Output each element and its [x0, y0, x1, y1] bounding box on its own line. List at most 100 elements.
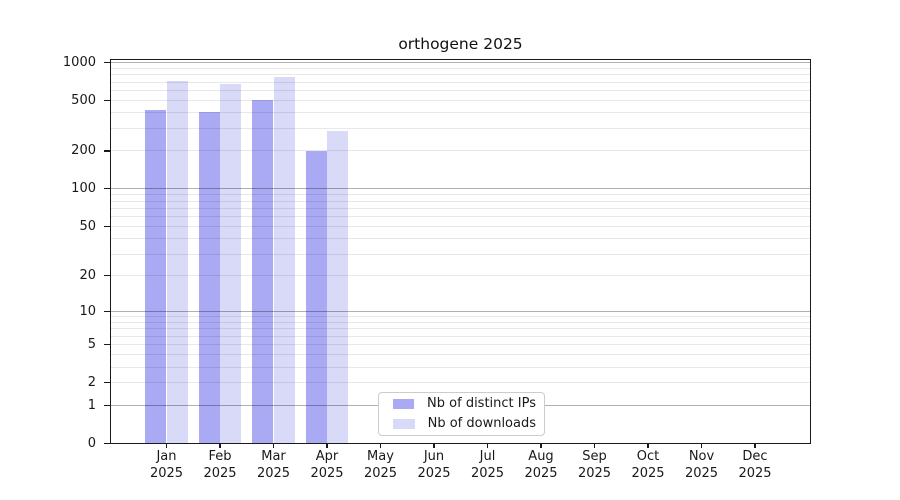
y-tick-label: 10 — [79, 303, 96, 319]
x-tick-label-month: Nov — [688, 449, 715, 464]
x-tick-label-month: Aug — [528, 449, 554, 464]
gridline-minor — [110, 67, 811, 69]
gridline-minor — [110, 315, 811, 317]
gridline-minor — [110, 275, 811, 277]
gridline-minor — [110, 328, 811, 330]
x-tick-label-month: Oct — [636, 449, 660, 464]
gridline-minor — [110, 226, 811, 228]
y-tick — [104, 310, 110, 312]
gridline-minor — [110, 216, 811, 218]
x-tick-label-year: 2025 — [149, 466, 184, 481]
x-tick-label-month: Sep — [582, 449, 607, 464]
x-tick-label-month: Mar — [261, 449, 286, 464]
bar-distinct-ips — [145, 110, 167, 444]
x-tick — [700, 443, 703, 448]
x-tick-label-year: 2025 — [684, 466, 719, 481]
x-tick — [754, 443, 756, 448]
bar-distinct-ips — [305, 150, 327, 444]
gridline-minor — [110, 100, 811, 102]
y-tick — [104, 225, 110, 228]
y-tick-label: 500 — [71, 93, 96, 109]
y-tick-label: 1 — [87, 397, 96, 413]
x-tick — [379, 443, 382, 448]
y-tick — [104, 442, 110, 445]
gridline-minor — [110, 150, 811, 152]
x-tick-label-year: 2025 — [256, 466, 291, 481]
y-tick — [104, 188, 110, 190]
y-tick-label: 0 — [87, 436, 96, 451]
legend-label-distinct-ips: Nb of distinct IPs — [427, 396, 536, 412]
gridline-minor — [110, 194, 811, 196]
bar-downloads — [327, 131, 349, 444]
x-tick-label: Jan 2025 — [135, 448, 199, 482]
x-tick — [272, 443, 275, 448]
x-tick-label-month: Jul — [479, 449, 496, 464]
gridline-minor — [110, 354, 811, 356]
x-tick-label-year: 2025 — [310, 466, 344, 481]
gridline-minor — [110, 74, 811, 76]
x-tick-label-month: Jun — [423, 449, 445, 464]
gridline-minor — [110, 207, 811, 209]
x-tick-label-year: 2025 — [738, 466, 772, 481]
gridline-minor — [110, 253, 811, 255]
x-tick — [165, 443, 168, 448]
x-tick-label: Mar 2025 — [242, 448, 306, 482]
x-tick-label-year: 2025 — [631, 466, 665, 481]
x-tick-label-year: 2025 — [363, 466, 398, 481]
x-tick — [593, 443, 596, 448]
y-tick — [104, 274, 110, 277]
y-tick — [104, 61, 110, 63]
gridline-major — [110, 310, 811, 312]
x-tick-label-year: 2025 — [577, 466, 612, 481]
x-tick — [540, 443, 542, 448]
x-tick-label: Feb 2025 — [188, 448, 252, 482]
x-tick-label-year: 2025 — [470, 466, 505, 481]
y-tick-label: 5 — [87, 337, 96, 353]
gridline-minor — [110, 335, 811, 337]
y-tick-label: 2 — [87, 375, 96, 391]
x-tick — [326, 443, 328, 448]
gridline-minor — [110, 112, 811, 114]
x-tick-label: Jul 2025 — [456, 448, 520, 482]
y-tick-label: 100 — [71, 181, 96, 197]
y-tick — [104, 404, 110, 406]
bar-downloads — [220, 84, 242, 444]
legend-item-distinct-ips: Nb of distinct IPs — [387, 396, 536, 413]
x-tick-label-month: Apr — [315, 449, 339, 464]
bar-downloads — [273, 77, 295, 444]
x-tick — [433, 443, 435, 448]
x-tick-label: May 2025 — [349, 448, 413, 482]
x-tick-label-month: Jan — [156, 449, 177, 464]
x-tick — [219, 443, 221, 448]
y-tick — [104, 99, 110, 102]
x-tick-label: Sep 2025 — [563, 448, 627, 482]
gridline-minor — [110, 344, 811, 346]
x-tick — [486, 443, 489, 448]
legend-swatch-distinct-ips — [393, 399, 415, 410]
y-tick — [104, 150, 110, 152]
y-tick — [104, 382, 110, 384]
gridline-minor — [110, 382, 811, 384]
bar-downloads — [166, 80, 188, 444]
x-tick-label: Jun 2025 — [402, 448, 466, 482]
legend: Nb of distinct IPs Nb of downloads — [378, 392, 545, 436]
y-tick-label: 200 — [71, 143, 96, 159]
x-tick-label-year: 2025 — [524, 466, 558, 481]
gridline-major — [110, 61, 811, 63]
x-tick-label-month: Dec — [742, 449, 768, 464]
x-tick-label-month: May — [367, 449, 394, 464]
gridline-minor — [110, 81, 811, 83]
legend-item-downloads: Nb of downloads — [387, 416, 536, 433]
legend-swatch-downloads — [393, 418, 415, 429]
gridline-minor — [110, 366, 811, 368]
bar-distinct-ips — [252, 99, 274, 444]
bar-distinct-ips — [198, 111, 220, 444]
x-tick-label: Nov 2025 — [670, 448, 734, 482]
gridline-major — [110, 188, 811, 190]
x-tick-label-month: Feb — [208, 449, 232, 464]
gridline-minor — [110, 321, 811, 323]
gridline-minor — [110, 238, 811, 240]
x-tick — [647, 443, 649, 448]
chart-title: orthogene 2025 — [398, 35, 523, 53]
